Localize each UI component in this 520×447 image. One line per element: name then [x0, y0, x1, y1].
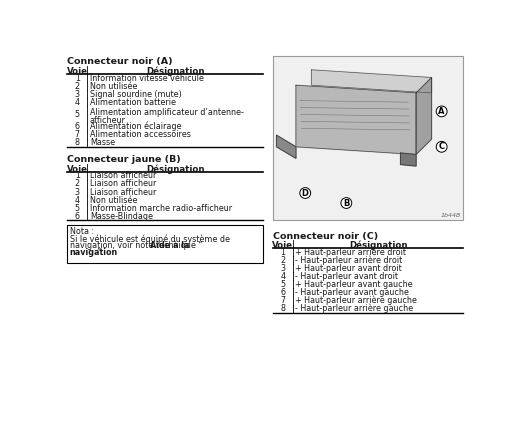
- Polygon shape: [296, 85, 416, 155]
- Text: Alimentation accessoires: Alimentation accessoires: [90, 130, 191, 139]
- Text: Voie: Voie: [272, 241, 293, 250]
- Text: Nota :: Nota :: [70, 227, 94, 236]
- Text: Aide à la: Aide à la: [150, 241, 190, 250]
- Text: D: D: [302, 189, 309, 198]
- Ellipse shape: [436, 141, 447, 152]
- Text: afficheur: afficheur: [90, 116, 126, 125]
- Text: + Haut-parleur avant droit: + Haut-parleur avant droit: [295, 264, 402, 273]
- Text: Non utilisée: Non utilisée: [90, 82, 137, 91]
- Text: - Haut-parleur avant gauche: - Haut-parleur avant gauche: [295, 288, 409, 297]
- Text: Liaison afficheur: Liaison afficheur: [90, 171, 156, 181]
- Text: 3: 3: [280, 264, 285, 273]
- Text: + Haut-parleur arrière gauche: + Haut-parleur arrière gauche: [295, 296, 417, 305]
- Text: Voie: Voie: [67, 164, 88, 173]
- Text: Non utilisée: Non utilisée: [90, 196, 137, 205]
- Text: 3: 3: [75, 188, 80, 197]
- Text: - Haut-parleur avant droit: - Haut-parleur avant droit: [295, 272, 398, 281]
- Text: 1: 1: [75, 74, 80, 83]
- Text: Liaison afficheur: Liaison afficheur: [90, 179, 156, 189]
- Ellipse shape: [300, 188, 310, 198]
- Text: ”.: ”.: [97, 248, 103, 257]
- Text: 1: 1: [280, 248, 285, 257]
- Text: 5: 5: [75, 204, 80, 213]
- Ellipse shape: [341, 198, 352, 208]
- Text: Signal sourdine (mute): Signal sourdine (mute): [90, 90, 181, 99]
- Text: Information marche radio-afficheur: Information marche radio-afficheur: [90, 204, 232, 213]
- Text: B: B: [343, 198, 349, 207]
- Text: 2: 2: [280, 256, 285, 265]
- Text: A: A: [438, 107, 445, 116]
- Polygon shape: [277, 135, 296, 158]
- Text: Désignation: Désignation: [146, 67, 204, 76]
- Text: Masse: Masse: [90, 138, 115, 147]
- Text: 5: 5: [280, 280, 285, 289]
- Text: Connecteur noir (C): Connecteur noir (C): [272, 232, 378, 240]
- Text: 4: 4: [280, 272, 285, 281]
- FancyBboxPatch shape: [272, 56, 463, 220]
- Text: Alimentation batterie: Alimentation batterie: [90, 98, 176, 107]
- Text: 4: 4: [75, 196, 80, 205]
- Text: 2: 2: [75, 179, 80, 189]
- Text: + Haut-parleur avant gauche: + Haut-parleur avant gauche: [295, 280, 413, 289]
- Text: Connecteur noir (A): Connecteur noir (A): [67, 58, 173, 67]
- Text: 7: 7: [280, 296, 285, 305]
- Text: Alimentation amplificateur d’antenne-: Alimentation amplificateur d’antenne-: [90, 108, 244, 117]
- Text: - Haut-parleur arrière gauche: - Haut-parleur arrière gauche: [295, 304, 413, 313]
- Polygon shape: [311, 70, 432, 93]
- Text: Voie: Voie: [67, 67, 88, 76]
- Text: 8: 8: [280, 304, 285, 313]
- Text: 6: 6: [280, 288, 285, 297]
- Text: 5: 5: [75, 110, 80, 119]
- Text: Masse-Blindage: Masse-Blindage: [90, 212, 153, 221]
- Text: Désignation: Désignation: [146, 164, 204, 174]
- Text: 3: 3: [75, 90, 80, 99]
- Text: 8: 8: [75, 138, 80, 147]
- Text: navigation: navigation: [70, 248, 118, 257]
- Text: Alimentation éclairage: Alimentation éclairage: [90, 122, 181, 131]
- Text: 1: 1: [75, 171, 80, 181]
- Text: + Haut-parleur arrière droit: + Haut-parleur arrière droit: [295, 247, 406, 257]
- Polygon shape: [400, 153, 416, 166]
- Text: navigation, voir note technique “: navigation, voir note technique “: [70, 241, 202, 250]
- Text: 6: 6: [75, 122, 80, 131]
- Ellipse shape: [436, 106, 447, 117]
- Text: Désignation: Désignation: [349, 241, 407, 250]
- Text: 1b44B: 1b44B: [441, 213, 461, 219]
- Polygon shape: [416, 77, 432, 155]
- Text: 6: 6: [75, 212, 80, 221]
- Text: Information vitesse véhicule: Information vitesse véhicule: [90, 74, 204, 83]
- Text: 2: 2: [75, 82, 80, 91]
- FancyBboxPatch shape: [67, 225, 263, 263]
- Text: - Haut-parleur arrière droit: - Haut-parleur arrière droit: [295, 255, 402, 265]
- Text: Connecteur jaune (B): Connecteur jaune (B): [67, 155, 181, 164]
- Text: 7: 7: [75, 130, 80, 139]
- Text: Liaison afficheur: Liaison afficheur: [90, 188, 156, 197]
- Text: Si le véhicule est équipé du système de: Si le véhicule est équipé du système de: [70, 234, 230, 244]
- Text: 4: 4: [75, 98, 80, 107]
- Text: C: C: [438, 142, 445, 152]
